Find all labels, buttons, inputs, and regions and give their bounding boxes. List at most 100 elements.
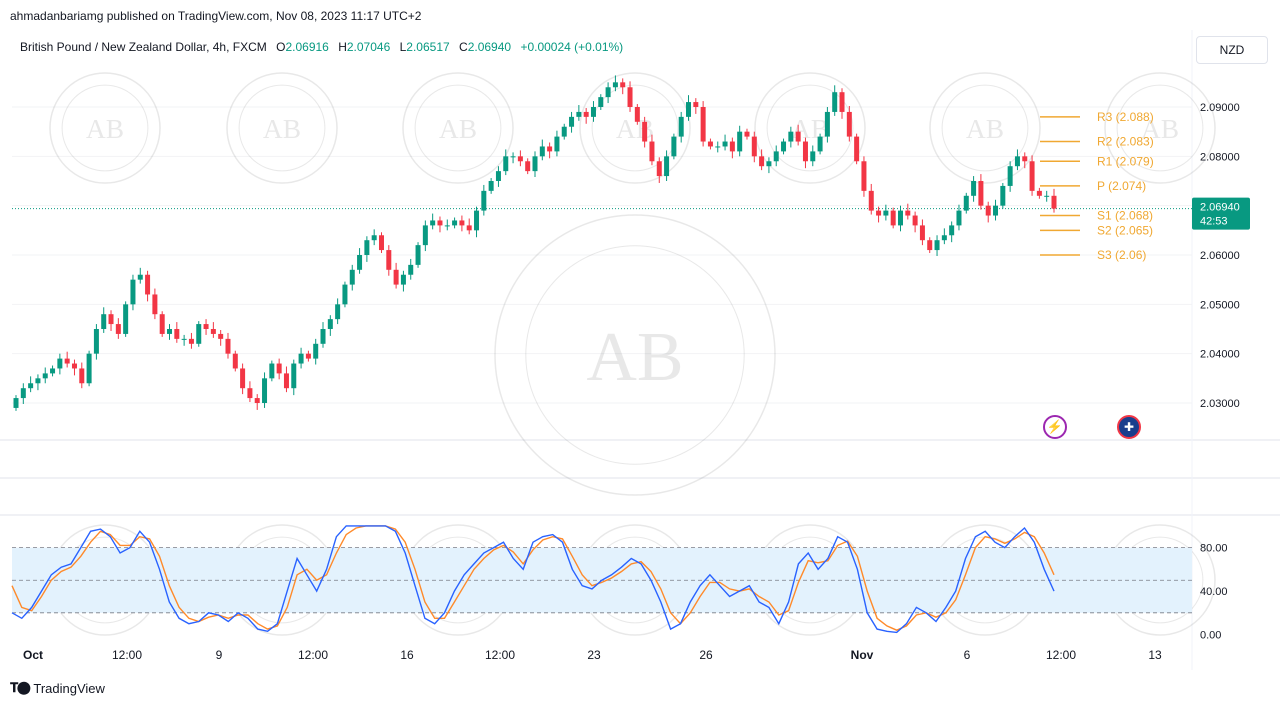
candle-body <box>576 111 582 117</box>
price-tick-label: 2.05000 <box>1200 299 1240 311</box>
candle-body <box>993 205 999 216</box>
candle-body <box>919 225 925 241</box>
candle-body <box>276 363 282 374</box>
candles <box>13 75 1057 411</box>
stoch-d-line <box>11 525 1055 631</box>
candle-body <box>905 210 911 216</box>
watermark-logo-icon <box>402 72 514 184</box>
uk-flag-icon[interactable]: ✚ <box>1117 415 1141 439</box>
candle-body <box>437 220 443 226</box>
time-tick-label: 12:00 <box>112 648 142 662</box>
candle-body <box>897 210 903 226</box>
price-tick-label: 2.03000 <box>1200 398 1240 410</box>
symbol-legend[interactable]: British Pound / New Zealand Dollar, 4h, … <box>20 40 623 54</box>
candle-body <box>203 324 209 329</box>
candle-body <box>634 107 640 122</box>
low-value: 2.06517 <box>406 40 450 54</box>
candle-body <box>707 141 713 147</box>
candle-body <box>101 314 107 329</box>
watermark-logo-icon: AB <box>263 113 301 144</box>
stochastic-pane: 80.00 40.00 0.00 <box>11 525 1228 642</box>
candle-body <box>795 131 801 142</box>
candle-body <box>532 156 538 172</box>
candle-body <box>590 107 596 117</box>
candle-body <box>978 181 984 206</box>
candle-body <box>313 343 319 359</box>
candle-body <box>364 240 370 255</box>
candle-body <box>678 116 684 137</box>
change-value: +0.00024 (+0.01%) <box>520 40 624 54</box>
candle-body <box>876 210 882 216</box>
candle-body <box>722 141 728 147</box>
candle-body <box>729 141 735 152</box>
watermark-logo-icon <box>941 84 1029 172</box>
candle-body <box>1036 190 1042 196</box>
price-badge-countdown: 42:53 <box>1200 216 1228 228</box>
candle-body <box>846 111 852 137</box>
time-tick-label: 12:00 <box>1046 648 1076 662</box>
currency-selector[interactable]: NZD <box>1196 36 1268 64</box>
publish-info: ahmadanbariamg published on TradingView.… <box>10 9 422 23</box>
candle-body <box>686 102 692 117</box>
candle-body <box>386 250 392 270</box>
candle-body <box>510 156 516 158</box>
tradingview-logo-icon: 𝐓⬤ <box>10 680 30 695</box>
pivot-label: S3 (2.06) <box>1097 248 1146 262</box>
time-tick-label: 12:00 <box>298 648 328 662</box>
lightning-icon[interactable]: ⚡ <box>1043 415 1067 439</box>
candle-body <box>503 156 509 172</box>
candle-body <box>371 235 377 241</box>
candle-body <box>123 304 129 334</box>
candle-body <box>415 245 421 265</box>
watermark-logo-icon: AB <box>1141 113 1179 144</box>
candle-body <box>583 111 589 117</box>
candle-body <box>525 161 531 172</box>
candle-body <box>320 329 326 344</box>
candle-body <box>927 240 933 251</box>
candle-body <box>737 131 743 152</box>
watermark-logo-icon <box>61 84 149 172</box>
candle-body <box>488 181 494 191</box>
candle-body <box>452 220 458 226</box>
candle-body <box>934 240 940 251</box>
candle-body <box>883 210 889 216</box>
time-tick-label: 13 <box>1148 648 1162 662</box>
candle-body <box>342 284 348 305</box>
stoch-tick-label: 40.00 <box>1200 586 1228 598</box>
price-badge-box <box>1192 197 1250 230</box>
footer-brand-label: TradingView <box>33 680 105 696</box>
low-label: L <box>399 40 407 54</box>
candle-body <box>766 161 772 167</box>
candle-body <box>466 225 472 231</box>
candle-body <box>861 161 867 191</box>
candle-body <box>71 363 77 369</box>
candle-body <box>1014 156 1020 167</box>
footer-brand[interactable]: 𝐓⬤ TradingView <box>10 680 105 696</box>
symbol-title: British Pound / New Zealand Dollar, 4h, … <box>20 40 267 54</box>
watermark-logo-icon <box>494 214 776 496</box>
candle-body <box>985 205 991 216</box>
candle-body <box>167 329 173 334</box>
candle-body <box>751 136 757 157</box>
watermark-logo-icon <box>929 72 1041 184</box>
candle-body <box>554 136 560 152</box>
candle-body <box>854 136 860 162</box>
candle-body <box>1022 156 1028 162</box>
watermark-logo-icon <box>1116 84 1204 172</box>
candle-body <box>481 190 487 211</box>
candle-body <box>569 116 575 127</box>
candle-body <box>430 220 436 226</box>
candle-body <box>262 378 268 403</box>
pivot-label: R1 (2.079) <box>1097 154 1154 168</box>
candle-body <box>912 215 918 226</box>
candle-body <box>13 398 19 408</box>
candle-body <box>291 363 297 389</box>
candle-body <box>444 225 450 227</box>
candle-body <box>42 373 48 379</box>
pivot-label: S2 (2.065) <box>1097 223 1153 237</box>
candle-body <box>1029 161 1035 191</box>
candle-body <box>196 324 202 344</box>
high-value: 2.07046 <box>346 40 391 54</box>
candle-body <box>547 146 553 152</box>
